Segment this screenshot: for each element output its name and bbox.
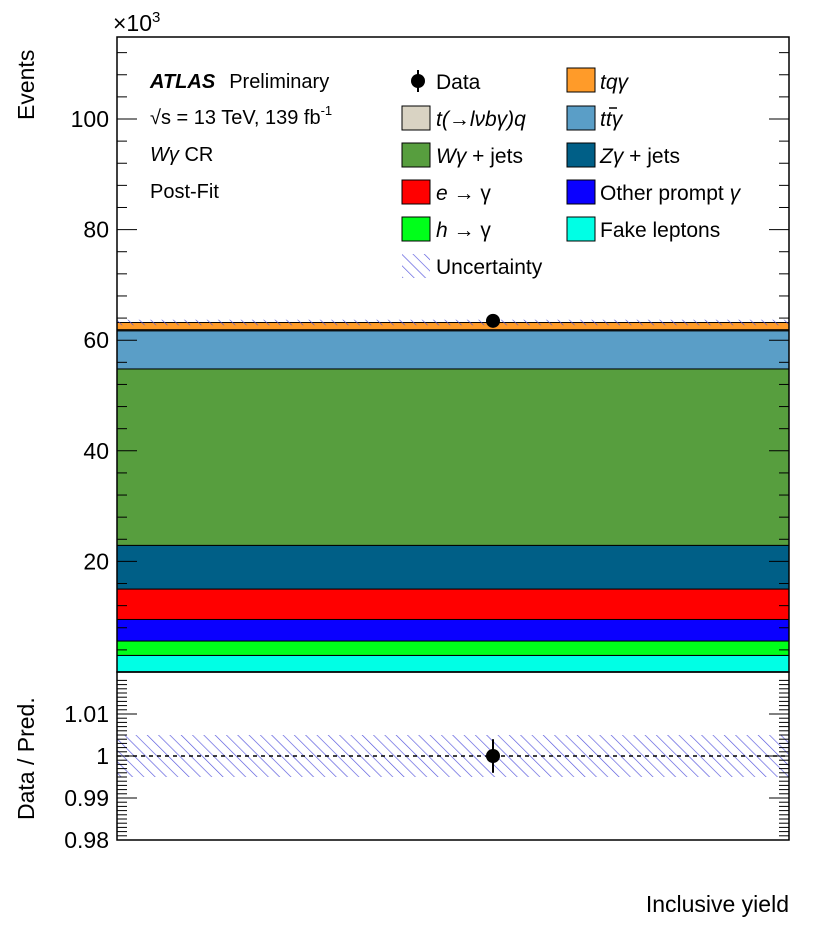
ratio-y-tick-labels: 0.98 0.99 1 1.01 [64, 701, 109, 853]
legend: Data tqγ t(→lνbγ)q ttγ Wγ + jets Zγ [401, 67, 742, 279]
legend-label-unc: Uncertainty [436, 256, 543, 279]
legend-swatch-wyjets [401, 142, 431, 168]
legend-item-tlvbyq: t(→lνbγ)q [401, 105, 526, 131]
legend-item-zyjets: Zγ + jets [566, 142, 680, 168]
atlas-label: ATLAS Preliminary [149, 71, 329, 93]
main-tick-label: 40 [83, 438, 109, 464]
legend-item-fake: Fake leptons [566, 216, 720, 242]
ratio-tick-label: 0.98 [64, 827, 109, 853]
main-panel: 20 40 60 80 100 ×103 Events ATLAS Preliminary… [13, 9, 790, 673]
legend-label-tlvbyq: t(→lνbγ)q [436, 108, 526, 131]
stack-bar-2 [116, 618, 790, 642]
ratio-tick-label: 1 [96, 743, 109, 769]
main-y-ticks [117, 52, 789, 673]
x-axis-title: Inclusive yield [646, 891, 789, 917]
data-point-main [486, 313, 500, 328]
legend-item-other: Other prompt γ [566, 179, 742, 205]
legend-swatch-ey [401, 179, 431, 205]
stack-bar-4 [116, 544, 790, 590]
stacked-bars [116, 322, 790, 673]
stack-bar-0 [116, 654, 790, 673]
stack-bar-6 [116, 330, 790, 370]
stack-bar-3 [116, 588, 790, 620]
main-tick-label: 100 [71, 106, 109, 132]
legend-swatch-tqy [566, 67, 596, 93]
legend-label-data: Data [436, 71, 481, 94]
y-multiplier: ×103 [113, 9, 160, 36]
legend-item-hy: h → γ [401, 216, 491, 242]
main-uncertainty-band [117, 319, 789, 326]
legend-swatch-fake [566, 216, 596, 242]
ratio-y-axis-title: Data / Pred. [13, 697, 39, 820]
legend-swatch-tlvbyq [401, 105, 431, 131]
y-axis-title: Events [13, 50, 39, 120]
legend-label-ey: e → γ [436, 182, 491, 205]
main-tick-label: 80 [83, 217, 109, 243]
legend-label-zyjets: Zγ + jets [599, 145, 680, 168]
legend-item-tqy: tqγ [566, 67, 630, 94]
legend-item-tty: ttγ [566, 105, 624, 131]
legend-item-ey: e → γ [401, 179, 491, 205]
legend-swatch-other [566, 179, 596, 205]
legend-data-marker [411, 74, 425, 88]
region-label: Wγ CR [150, 144, 213, 166]
legend-label-hy: h → γ [436, 219, 491, 242]
legend-item-data: Data [411, 70, 481, 94]
legend-label-fake: Fake leptons [600, 219, 720, 242]
fit-label: Post-Fit [150, 181, 219, 203]
legend-swatch-unc [402, 254, 430, 278]
ratio-y-ticks [117, 679, 789, 841]
legend-label-tqy: tqγ [600, 71, 630, 94]
energy-lumi-label: √s = 13 TeV, 139 fb-1 [150, 103, 332, 129]
legend-swatch-tty [566, 105, 596, 131]
legend-swatch-hy [401, 216, 431, 242]
legend-item-unc: Uncertainty [402, 254, 543, 279]
main-tick-label: 20 [83, 548, 109, 574]
ratio-tick-label: 1.01 [64, 701, 109, 727]
stack-bar-5 [116, 368, 790, 546]
legend-label-wyjets: Wγ + jets [436, 145, 523, 168]
legend-swatch-zyjets [566, 142, 596, 168]
main-tick-label: 60 [83, 327, 109, 353]
data-point-ratio [486, 749, 500, 763]
ratio-panel: 0.98 0.99 1 1.01 Data / Pred. [13, 671, 790, 853]
stack-bar-1 [116, 640, 790, 656]
legend-label-other: Other prompt γ [600, 182, 742, 205]
ratio-tick-label: 0.99 [64, 785, 109, 811]
main-y-tick-labels: 20 40 60 80 100 [71, 106, 109, 574]
legend-item-wyjets: Wγ + jets [401, 142, 523, 168]
legend-label-tty: ttγ [600, 108, 624, 131]
